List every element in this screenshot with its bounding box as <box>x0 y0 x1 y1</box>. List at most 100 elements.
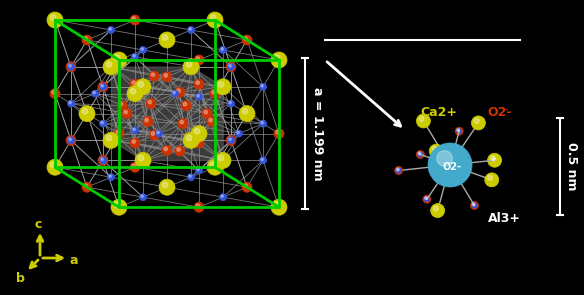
Circle shape <box>66 62 76 72</box>
Circle shape <box>130 88 136 94</box>
Circle shape <box>47 159 63 175</box>
Circle shape <box>472 203 477 208</box>
Circle shape <box>141 195 143 197</box>
Circle shape <box>259 83 266 90</box>
Circle shape <box>490 178 492 180</box>
Circle shape <box>244 37 248 40</box>
Circle shape <box>69 65 71 67</box>
Text: O2-: O2- <box>487 106 512 119</box>
Circle shape <box>119 102 123 106</box>
Circle shape <box>489 177 492 180</box>
Circle shape <box>162 145 172 155</box>
Circle shape <box>196 57 200 60</box>
Circle shape <box>183 132 199 148</box>
Circle shape <box>143 117 153 127</box>
Circle shape <box>146 99 156 109</box>
Circle shape <box>101 158 103 160</box>
Circle shape <box>196 204 200 207</box>
Circle shape <box>493 159 495 160</box>
Circle shape <box>242 35 252 45</box>
Circle shape <box>93 91 95 94</box>
Circle shape <box>82 182 92 192</box>
Text: 0.5 nm: 0.5 nm <box>565 142 579 191</box>
Circle shape <box>196 167 203 174</box>
Circle shape <box>178 119 188 129</box>
Circle shape <box>228 63 231 67</box>
Circle shape <box>159 32 175 48</box>
Polygon shape <box>111 67 223 87</box>
Circle shape <box>434 148 437 151</box>
Circle shape <box>421 119 426 123</box>
Circle shape <box>196 140 200 143</box>
Circle shape <box>218 155 224 161</box>
Circle shape <box>235 130 242 137</box>
Circle shape <box>491 156 495 160</box>
Circle shape <box>69 101 71 104</box>
Text: b: b <box>16 271 25 284</box>
Circle shape <box>276 130 280 134</box>
Circle shape <box>210 88 220 99</box>
Circle shape <box>132 164 135 168</box>
Text: -: - <box>505 104 509 114</box>
Circle shape <box>228 137 231 141</box>
Circle shape <box>69 138 71 141</box>
Circle shape <box>242 108 248 114</box>
Circle shape <box>425 196 427 199</box>
Circle shape <box>183 102 187 106</box>
Circle shape <box>274 129 284 139</box>
Circle shape <box>489 177 494 182</box>
Circle shape <box>207 117 217 127</box>
Circle shape <box>396 168 401 173</box>
Circle shape <box>220 47 227 53</box>
Circle shape <box>416 114 430 128</box>
Circle shape <box>133 128 135 131</box>
Circle shape <box>191 126 207 142</box>
Circle shape <box>92 90 99 97</box>
Circle shape <box>140 194 147 201</box>
Circle shape <box>151 73 155 76</box>
Circle shape <box>476 120 479 123</box>
Circle shape <box>212 90 215 94</box>
Circle shape <box>491 156 499 164</box>
Circle shape <box>189 28 192 30</box>
Circle shape <box>274 202 280 208</box>
Circle shape <box>215 153 231 168</box>
Circle shape <box>159 179 175 195</box>
Circle shape <box>109 28 112 30</box>
Circle shape <box>457 129 462 134</box>
Circle shape <box>189 175 192 177</box>
Circle shape <box>492 158 495 160</box>
Circle shape <box>132 17 135 20</box>
Circle shape <box>259 120 266 127</box>
Circle shape <box>122 109 132 119</box>
Circle shape <box>261 85 263 87</box>
Circle shape <box>186 135 192 141</box>
Polygon shape <box>111 67 191 140</box>
Circle shape <box>202 109 212 119</box>
Circle shape <box>50 88 60 99</box>
Circle shape <box>101 121 103 124</box>
Circle shape <box>130 162 140 172</box>
Circle shape <box>432 147 437 151</box>
Text: O2-: O2- <box>443 162 461 172</box>
Circle shape <box>226 62 236 72</box>
Circle shape <box>68 137 71 141</box>
Circle shape <box>422 119 423 121</box>
Circle shape <box>99 157 106 164</box>
Circle shape <box>194 79 204 89</box>
Circle shape <box>429 144 443 158</box>
Circle shape <box>68 137 75 144</box>
Circle shape <box>455 127 463 135</box>
Circle shape <box>101 85 103 87</box>
Text: c: c <box>34 217 41 230</box>
Circle shape <box>194 128 200 134</box>
Circle shape <box>162 182 168 188</box>
Circle shape <box>172 90 179 97</box>
Polygon shape <box>111 140 223 160</box>
Circle shape <box>100 83 103 87</box>
Circle shape <box>215 79 231 95</box>
Circle shape <box>130 79 140 89</box>
Circle shape <box>228 137 235 144</box>
Polygon shape <box>191 67 223 160</box>
Circle shape <box>151 132 155 135</box>
